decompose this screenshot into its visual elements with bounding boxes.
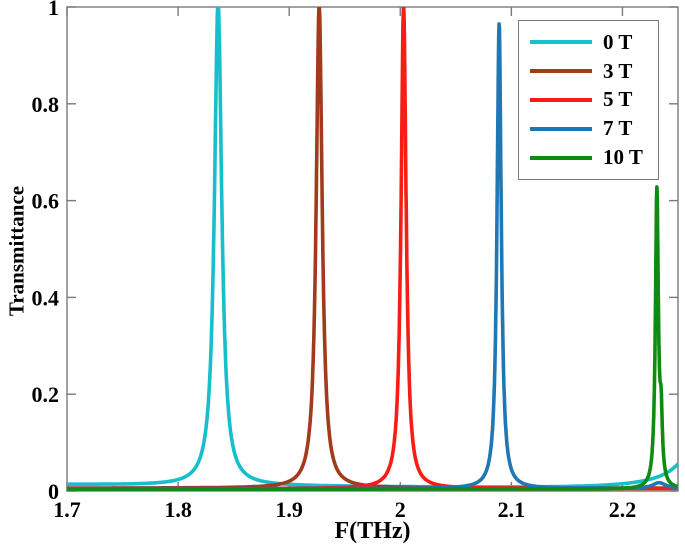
legend-line-swatch bbox=[530, 69, 592, 74]
legend-label: 7 T bbox=[603, 116, 633, 141]
legend-item-7T: 7 T bbox=[530, 118, 658, 139]
legend-line-swatch bbox=[530, 97, 592, 102]
legend-line-swatch bbox=[530, 155, 592, 160]
x-tick-label: 2 bbox=[395, 497, 406, 522]
plot-border bbox=[66, 6, 679, 492]
legend-item-5T: 5 T bbox=[530, 89, 658, 110]
y-tick-label: 0.4 bbox=[32, 285, 60, 310]
y-tick-label: 0.6 bbox=[32, 189, 60, 214]
y-tick-label: 1 bbox=[48, 0, 59, 20]
series-line-10T bbox=[67, 185, 678, 491]
y-axis-label: Transmittance bbox=[4, 185, 29, 317]
x-tick-label: 1.9 bbox=[275, 497, 303, 522]
x-axis-label: F(THz) bbox=[334, 518, 411, 544]
legend-line-swatch bbox=[530, 40, 592, 45]
legend: 0 T 3 T 5 T 7 T 10 T bbox=[518, 20, 659, 180]
legend-label: 3 T bbox=[603, 58, 633, 83]
x-tick-label: 2.2 bbox=[609, 497, 637, 522]
y-tick-label: 0.8 bbox=[32, 92, 60, 117]
y-tick-label: 0 bbox=[48, 479, 59, 504]
x-tick-label: 1.7 bbox=[53, 497, 81, 522]
legend-label: 10 T bbox=[603, 145, 643, 170]
legend-item-10T: 10 T bbox=[530, 147, 658, 168]
legend-item-0T: 0 T bbox=[530, 29, 658, 54]
y-tick-label: 0.2 bbox=[32, 382, 60, 407]
legend-line-swatch bbox=[530, 126, 592, 131]
legend-label: 5 T bbox=[603, 87, 633, 112]
legend-item-3T: 3 T bbox=[530, 58, 658, 83]
x-tick-label: 2.1 bbox=[498, 497, 526, 522]
legend-label: 0 T bbox=[603, 29, 633, 54]
x-tick-label: 1.8 bbox=[164, 497, 192, 522]
